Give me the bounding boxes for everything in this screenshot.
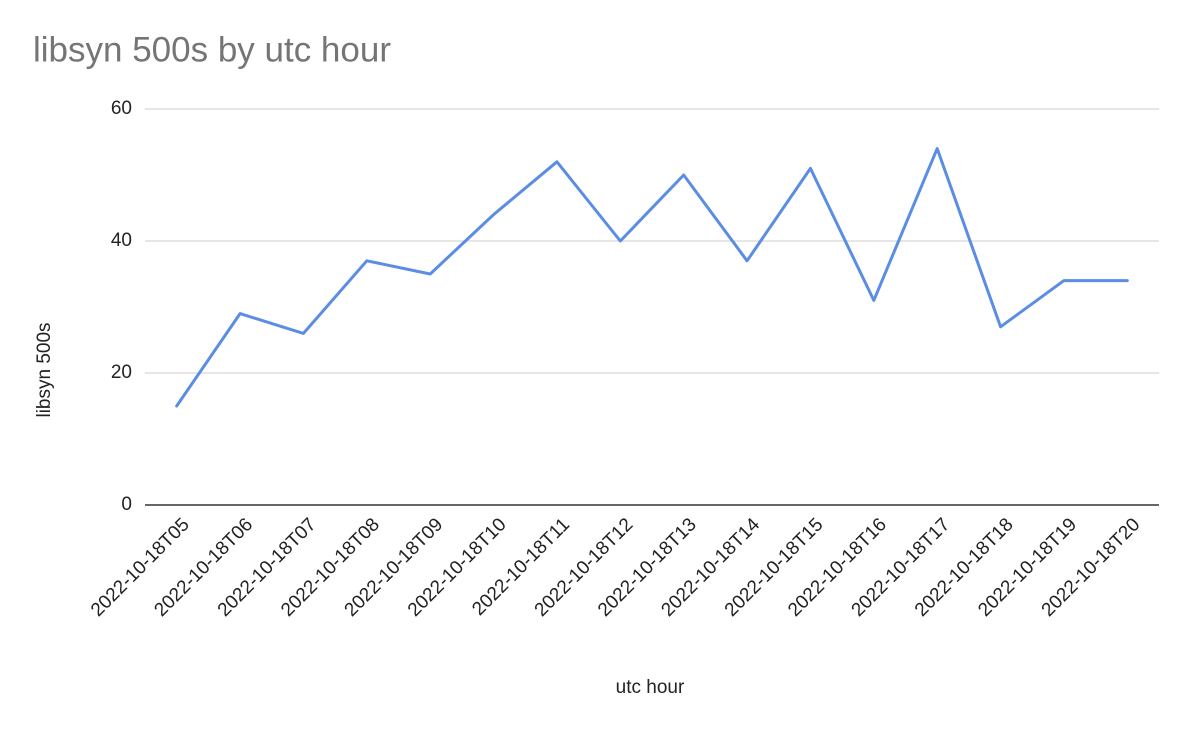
data-line <box>175 147 1129 408</box>
y-axis-label: libsyn 500s <box>34 322 55 417</box>
x-axis-label: utc hour <box>616 677 685 698</box>
y-tick-label: 20 <box>111 362 132 383</box>
y-tick-label: 40 <box>111 230 132 251</box>
y-tick-label: 0 <box>121 494 132 515</box>
chart-title: libsyn 500s by utc hour <box>33 30 391 69</box>
y-tick-label: 60 <box>111 98 132 119</box>
